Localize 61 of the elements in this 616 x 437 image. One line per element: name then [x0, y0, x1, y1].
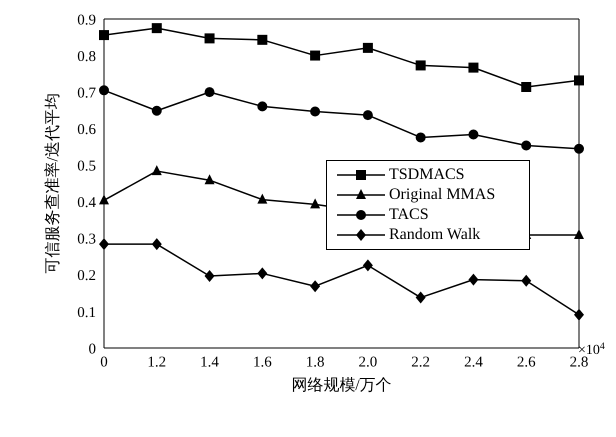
y-tick-label: 0.2	[77, 268, 96, 284]
x-tick-label: 2.2	[411, 354, 430, 371]
point	[204, 270, 215, 282]
point	[257, 267, 268, 280]
point	[257, 34, 268, 45]
legend-label: TACS	[389, 206, 429, 224]
y-tick-label: 0.4	[77, 195, 96, 212]
x-tick-label: 0	[100, 354, 108, 371]
point	[204, 174, 215, 184]
point	[204, 87, 215, 98]
y-axis-title: 可信服务查准率/迭代平均	[44, 93, 62, 274]
point	[416, 60, 426, 70]
point	[521, 140, 532, 150]
point	[152, 165, 162, 176]
point	[99, 194, 109, 204]
point	[521, 274, 532, 287]
x-tick-label: 2.6	[516, 354, 536, 371]
point	[99, 30, 109, 40]
point	[416, 292, 426, 304]
y-tick-label: 0	[88, 341, 96, 358]
legend-label: Random Walk	[389, 226, 480, 244]
x-axis-title: 网络规模/万个	[291, 376, 392, 394]
y-tick-label: 0.3	[77, 232, 96, 248]
point	[310, 50, 320, 61]
point	[362, 42, 373, 53]
point	[152, 23, 162, 34]
point	[257, 194, 268, 204]
legend-label: TSDMACS	[389, 166, 465, 184]
x-tick-label: 1.6	[252, 354, 272, 371]
x-tick-label: 2.0	[358, 354, 378, 371]
y-tick-label: 0.1	[77, 304, 96, 321]
y-tick-label: 0.5	[77, 158, 96, 175]
legend-label: Original MMAS	[389, 186, 496, 204]
point	[574, 144, 584, 154]
x-tick-label: 1.8	[306, 354, 324, 371]
x-tick-label: 2.4	[464, 354, 484, 371]
point	[99, 85, 109, 96]
point	[204, 33, 215, 44]
point	[362, 110, 373, 120]
x-tick-label: 1.4	[200, 354, 220, 371]
point	[99, 238, 109, 250]
point	[468, 274, 478, 286]
point	[574, 308, 584, 321]
x-tick-label: 1.2	[147, 354, 166, 371]
point	[152, 106, 162, 116]
point	[468, 130, 478, 140]
point	[257, 101, 268, 112]
point	[521, 82, 532, 92]
point	[310, 198, 320, 208]
point	[152, 238, 162, 250]
point	[310, 106, 320, 116]
point	[362, 259, 373, 272]
y-tick-label: 0.7	[77, 85, 96, 102]
point	[416, 132, 426, 142]
point	[574, 75, 584, 86]
point	[310, 280, 320, 292]
point	[468, 62, 478, 73]
point	[574, 229, 584, 240]
y-tick-label: 0.6	[77, 122, 96, 138]
y-tick-label: 0.9	[77, 12, 96, 28]
y-tick-label: 0.8	[77, 48, 96, 65]
